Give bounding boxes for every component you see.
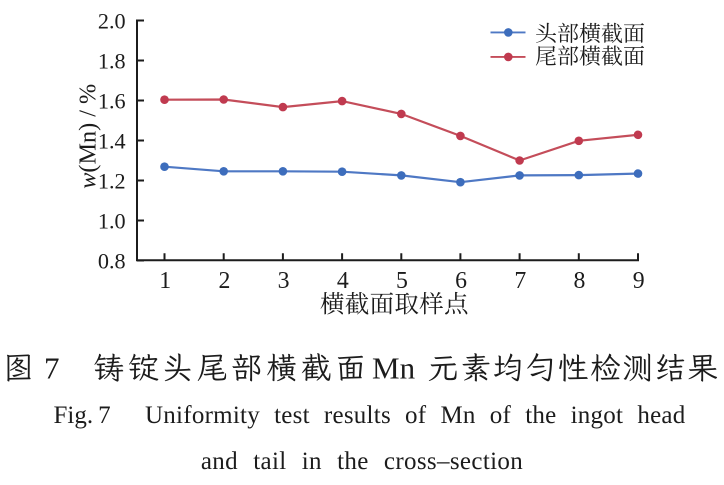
svg-text:8: 8 [574,268,586,294]
svg-text:3: 3 [278,268,290,294]
svg-text:1: 1 [159,268,171,294]
svg-text:7: 7 [514,268,526,294]
svg-text:Mn: Mn [372,351,416,386]
svg-text:6: 6 [455,268,467,294]
svg-text:1.0: 1.0 [98,209,126,234]
svg-text:2.0: 2.0 [98,9,126,34]
svg-text:0.8: 0.8 [98,249,126,274]
svg-text:Fig. 7: Fig. 7 [54,402,111,429]
svg-text:4: 4 [337,268,349,294]
svg-text:1.4: 1.4 [98,129,126,154]
svg-text:Uniformity test results of Mn: Uniformity test results of Mn of the ing… [145,402,686,429]
svg-text:5: 5 [396,268,408,294]
svg-text:1.2: 1.2 [98,169,126,194]
svg-text:1.8: 1.8 [98,49,126,74]
svg-text:w(Mn) / %: w(Mn) / % [75,84,102,189]
svg-text:2: 2 [218,268,230,294]
svg-text:and tail in the cross–section: and tail in the cross–section [201,448,523,475]
svg-text:7: 7 [44,351,60,386]
svg-text:9: 9 [633,268,645,294]
svg-text:1.6: 1.6 [98,89,126,114]
